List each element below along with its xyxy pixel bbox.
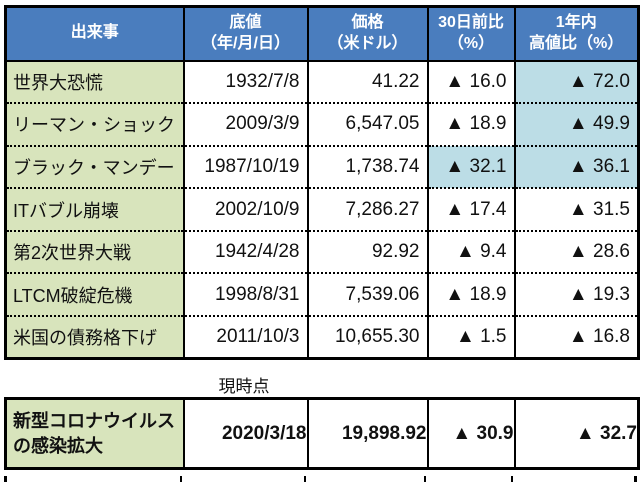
date-cell: 1987/10/19 (182, 144, 308, 189)
date-cell: 2020/3/18 (182, 398, 308, 469)
change-1y-cell: ▲ 28.6 (513, 229, 639, 274)
change-30d-cell: ▲ 18.9 (426, 272, 515, 317)
change-1y-cell: ▲ 16.8 (513, 315, 639, 359)
header-change-1y-line1: 1年内 (555, 13, 597, 31)
table-row: ブラック・マンデー 1987/10/19 1,738.74 ▲ 32.1 ▲ 3… (5, 144, 639, 189)
table-row: ITバブル崩壊 2002/10/9 7,286.27 ▲ 17.4 ▲ 31.5 (5, 187, 639, 231)
change-30d-cell: ▲ 16.0 (426, 60, 515, 104)
event-cell: ブラック・マンデー (5, 144, 184, 189)
change-1y-cell: ▲ 19.3 (513, 272, 639, 317)
current-point-label: 現時点 (218, 377, 270, 396)
change-30d-cell: ▲ 30.9 (426, 398, 515, 469)
header-price-line2: （米ドル） (327, 34, 408, 52)
price-cell: 10,655.30 (306, 315, 428, 359)
date-cell: 2011/10/3 (182, 315, 308, 359)
header-bottom-date-line2: （年/月/日） (201, 34, 290, 52)
current-point-table: 新型コロナウイルス の感染拡大 2020/3/18 19,898.92 ▲ 30… (4, 397, 640, 470)
header-change-30d: 30日前比 （%） (426, 6, 515, 62)
date-cell: 2009/3/9 (182, 102, 308, 146)
header-bottom-date: 底値 （年/月/日） (182, 6, 308, 62)
table-row: LTCM破綻危機 1998/8/31 7,539.06 ▲ 18.9 ▲ 19.… (5, 272, 639, 317)
crash-comparison-table: 出来事 底値 （年/月/日） 価格 （米ドル） 30日前比 （%） 1年内高値比（%）… (4, 5, 640, 361)
date-cell: 1932/7/8 (182, 60, 308, 104)
price-cell: 19,898.92 (306, 398, 428, 469)
price-cell: 7,539.06 (306, 272, 428, 317)
change-1y-cell: ▲ 36.1 (513, 144, 639, 189)
historical-crash-table: 出来事 底値 （年/月/日） 価格 （米ドル） 30日前比 （%） 1年内高値比（%）… (4, 5, 640, 361)
event-cell: リーマン・ショック (5, 102, 184, 146)
event-cell: LTCM破綻危機 (5, 272, 184, 317)
event-cell: ITバブル崩壊 (5, 187, 184, 231)
price-cell: 92.92 (306, 229, 428, 274)
change-30d-cell: ▲ 32.1 (426, 144, 515, 189)
price-cell: 1,738.74 (306, 144, 428, 189)
change-1y-cell: ▲ 31.5 (513, 187, 639, 231)
header-event-label: 出来事 (70, 24, 119, 42)
event-cell: 世界大恐慌 (5, 60, 184, 104)
header-change-1y-line2: 高値比（%） (529, 34, 624, 52)
change-1y-cell: ▲ 32.7 (513, 398, 639, 469)
event-line2: の感染拡大 (13, 435, 103, 456)
table-row: 第2次世界大戦 1942/4/28 92.92 ▲ 9.4 ▲ 28.6 (5, 229, 639, 274)
event-line1: 新型コロナウイルス (13, 411, 175, 432)
table-row: 米国の債務格下げ 2011/10/3 10,655.30 ▲ 1.5 ▲ 16.… (5, 315, 639, 359)
table-row: 世界大恐慌 1932/7/8 41.22 ▲ 16.0 ▲ 72.0 (5, 60, 639, 104)
change-1y-cell: ▲ 72.0 (513, 60, 639, 104)
price-cell: 7,286.27 (306, 187, 428, 231)
header-price: 価格 （米ドル） (306, 6, 428, 62)
header-change-1y: 1年内高値比（%） (513, 6, 639, 62)
event-cell: 米国の債務格下げ (5, 315, 184, 359)
change-30d-cell: ▲ 17.4 (426, 187, 515, 231)
date-cell: 1998/8/31 (182, 272, 308, 317)
price-cell: 6,547.05 (306, 102, 428, 146)
current-row: 新型コロナウイルス の感染拡大 2020/3/18 19,898.92 ▲ 30… (5, 398, 639, 469)
cutoff-border-stubs (4, 476, 637, 482)
date-cell: 2002/10/9 (182, 187, 308, 231)
price-cell: 41.22 (306, 60, 428, 104)
change-30d-cell: ▲ 18.9 (426, 102, 515, 146)
header-event: 出来事 (5, 6, 184, 62)
header-price-line1: 価格 (351, 13, 384, 31)
header-bottom-date-line1: 底値 (229, 13, 262, 31)
event-cell: 新型コロナウイルス の感染拡大 (5, 398, 184, 469)
header-change-30d-line2: （%） (447, 34, 495, 52)
event-cell: 第2次世界大戦 (5, 229, 184, 274)
header-row: 出来事 底値 （年/月/日） 価格 （米ドル） 30日前比 （%） 1年内高値比（%） (5, 6, 639, 62)
change-1y-cell: ▲ 49.9 (513, 102, 639, 146)
change-30d-cell: ▲ 9.4 (426, 229, 515, 274)
header-change-30d-line1: 30日前比 (438, 13, 504, 31)
date-cell: 1942/4/28 (182, 229, 308, 274)
change-30d-cell: ▲ 1.5 (426, 315, 515, 359)
table-row: リーマン・ショック 2009/3/9 6,547.05 ▲ 18.9 ▲ 49.… (5, 102, 639, 146)
